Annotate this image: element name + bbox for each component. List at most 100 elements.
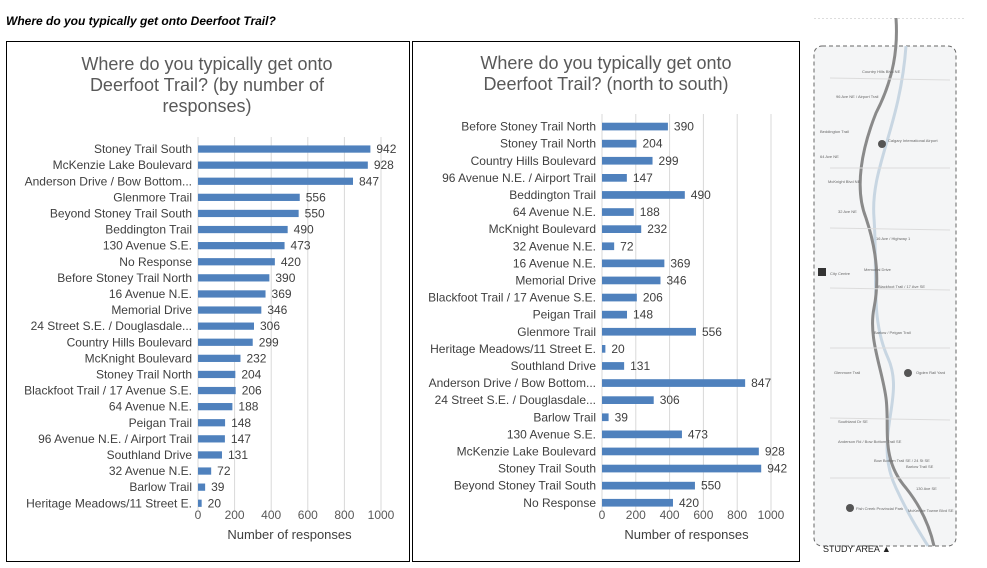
map-label: Blackfoot Trail / 17 Ave SE — [878, 284, 925, 289]
map-label: McKnight Blvd NE — [828, 179, 861, 184]
category-label: Memorial Drive — [111, 303, 192, 317]
bar — [198, 290, 266, 298]
data-label: 550 — [305, 206, 325, 220]
data-label: 39 — [615, 410, 629, 424]
bar — [198, 370, 236, 379]
category-label: Beddington Trail — [105, 223, 192, 237]
data-label: 188 — [238, 400, 258, 414]
bar — [602, 156, 653, 165]
x-tick-label: 800 — [727, 508, 747, 522]
category-label: 130 Avenue S.E. — [103, 239, 192, 253]
ogden-icon — [904, 369, 912, 377]
deerfoot-trail-line — [858, 17, 936, 547]
map-label: Country Hills Blvd NE — [862, 69, 901, 74]
category-label: Southland Drive — [511, 359, 597, 373]
bar — [602, 276, 661, 285]
map-label: Calgary International Airport — [888, 138, 938, 143]
category-label: Southland Drive — [107, 448, 193, 462]
map-label: 16 Ave / Highway 1 — [876, 236, 911, 241]
fish-creek-icon — [846, 504, 854, 512]
category-label: Country Hills Boulevard — [471, 154, 596, 168]
bar — [198, 499, 202, 507]
data-label: 928 — [374, 158, 394, 172]
map-label: 32 Ave NE — [838, 209, 857, 214]
bar — [602, 310, 628, 319]
data-label: 131 — [228, 448, 248, 462]
category-label: Peigan Trail — [129, 416, 192, 430]
category-label: McKenzie Lake Boulevard — [53, 158, 192, 172]
data-label: 490 — [691, 188, 711, 202]
category-label: Beddington Trail — [509, 188, 596, 202]
bar — [602, 139, 637, 148]
data-label: 369 — [272, 287, 292, 301]
map-label: Barlow / Peigan Trail — [874, 330, 911, 335]
data-label: 928 — [765, 444, 785, 458]
map-label: Southland Dr SE — [838, 419, 868, 424]
bar — [198, 419, 226, 427]
category-label: Beyond Stoney Trail South — [454, 479, 596, 493]
bar — [198, 209, 299, 218]
category-label: Before Stoney Trail North — [461, 120, 596, 134]
bar — [602, 379, 746, 387]
bar — [198, 467, 212, 475]
chart-title: Where do you typically get onto Deerfoot… — [423, 53, 789, 95]
data-label: 204 — [642, 137, 662, 151]
data-label: 131 — [630, 359, 650, 373]
data-label: 232 — [246, 351, 266, 365]
bar — [198, 193, 300, 201]
bar — [602, 345, 606, 353]
category-label: 32 Avenue N.E. — [513, 239, 596, 253]
data-label: 556 — [702, 325, 722, 339]
x-tick-label: 200 — [225, 508, 245, 522]
map-label: Beddington Trail — [820, 129, 849, 134]
category-label: McKenzie Lake Boulevard — [457, 444, 596, 458]
chart-panel-by-responses: Where do you typically get onto Deerfoot… — [6, 41, 410, 562]
data-label: 299 — [259, 335, 279, 349]
map-label: 96 Ave NE / Airport Trail — [836, 94, 879, 99]
map-graphic: Country Hills Blvd NE 96 Ave NE / Airpor… — [813, 17, 965, 547]
category-label: Glenmore Trail — [517, 325, 596, 339]
data-label: 550 — [701, 479, 721, 493]
data-label: 346 — [267, 303, 287, 317]
data-label: 306 — [660, 393, 680, 407]
bow-river — [872, 45, 930, 547]
bar — [198, 354, 241, 362]
map-label: City Centre — [830, 271, 851, 276]
data-label: 72 — [217, 464, 231, 478]
data-label: 39 — [211, 480, 225, 494]
data-label: 847 — [751, 376, 771, 390]
category-label: No Response — [119, 255, 192, 269]
data-label: 942 — [767, 462, 787, 476]
x-tick-label: 1000 — [758, 508, 785, 522]
study-area-label: STUDY AREA ▲ — [823, 544, 891, 554]
bar — [198, 274, 270, 282]
category-label: 96 Avenue N.E. / Airport Trail — [442, 171, 596, 185]
data-label: 942 — [376, 142, 396, 156]
bar-chart-by-responses: 0 200 400 600 800 1000 Stoney Trail South 942 Mc… — [24, 137, 397, 542]
category-label: Anderson Drive / Bow Bottom... — [25, 174, 192, 188]
north-arrow-icon: ▲ — [881, 544, 891, 554]
category-label: 32 Avenue N.E. — [109, 464, 192, 478]
data-label: 473 — [291, 239, 311, 253]
chart-title-line: Where do you typically get onto — [81, 54, 333, 74]
data-label: 346 — [666, 273, 686, 287]
x-tick-label: 800 — [334, 508, 354, 522]
x-tick-label: 600 — [693, 508, 713, 522]
x-tick-label: 600 — [298, 508, 318, 522]
category-label: Peigan Trail — [533, 308, 596, 322]
bar — [198, 306, 262, 314]
study-area-text: STUDY AREA — [823, 544, 880, 554]
category-label: Stoney Trail South — [94, 142, 192, 156]
category-label: Anderson Drive / Bow Bottom... — [429, 376, 596, 390]
x-tick-label: 0 — [195, 508, 202, 522]
data-label: 147 — [633, 171, 653, 185]
bar — [198, 322, 254, 330]
bar — [602, 481, 695, 490]
bar — [602, 362, 625, 370]
category-label: Heritage Meadows/11 Street E. — [430, 342, 596, 356]
map-label: McKenzie Towne Blvd SE — [908, 508, 954, 513]
category-label: Beyond Stoney Trail South — [50, 206, 192, 220]
data-label: 232 — [647, 222, 667, 236]
data-label: 206 — [643, 291, 663, 305]
data-label: 20 — [208, 496, 222, 510]
